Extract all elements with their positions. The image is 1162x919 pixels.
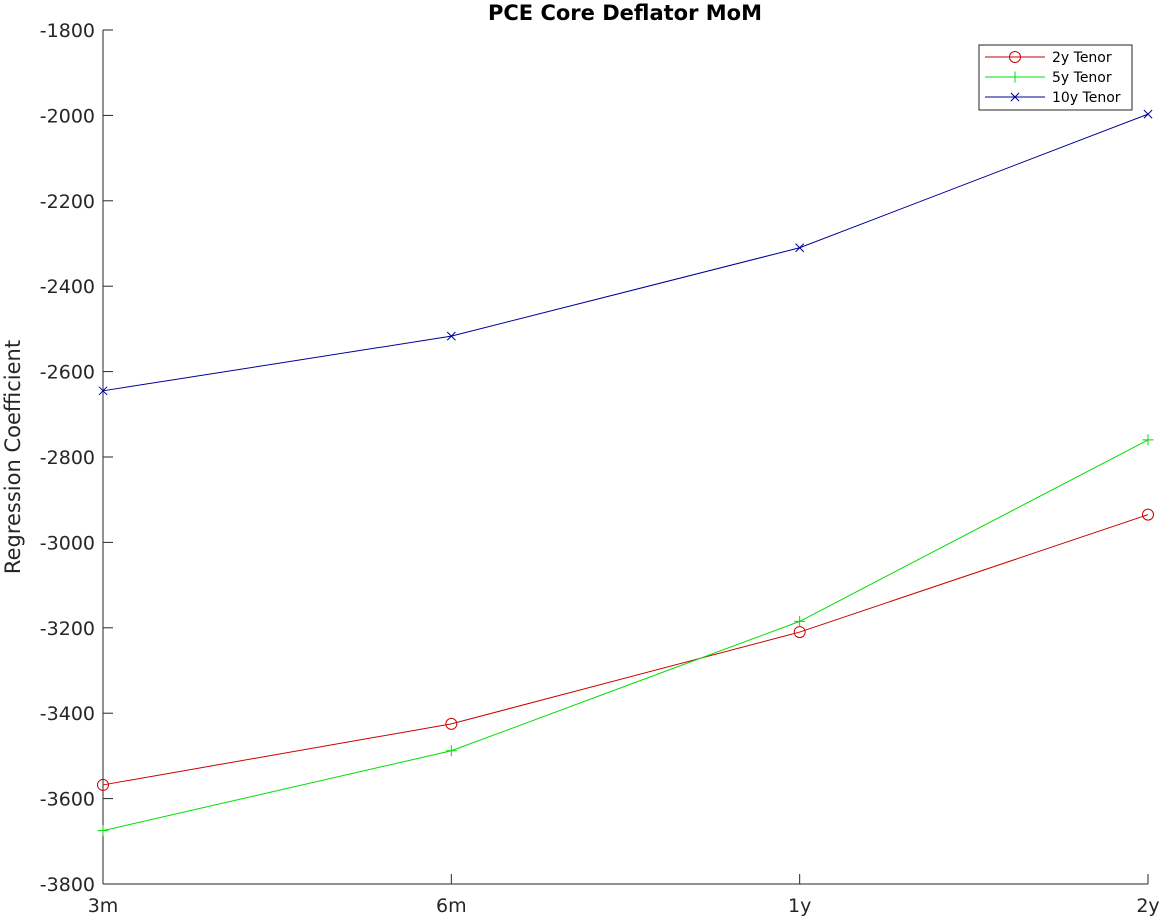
data-point <box>794 615 806 627</box>
y-tick-label: -3000 <box>40 532 95 554</box>
data-point <box>1142 434 1154 446</box>
legend-label: 2y Tenor <box>1052 50 1112 66</box>
y-tick-label: -1800 <box>40 20 95 42</box>
plot-area <box>97 109 1154 837</box>
y-tick-label: -2200 <box>40 191 95 213</box>
y-tick-label: -2000 <box>40 105 95 127</box>
series-line <box>102 113 1149 392</box>
series-1 <box>97 508 1154 791</box>
y-tick-label: -3800 <box>40 874 95 896</box>
axes: -3800 -3600 -3400 -3200 -3000 -2800 -2600 -2400… <box>40 20 1160 917</box>
data-point <box>445 745 457 757</box>
series-2 <box>97 434 1154 837</box>
legend: 2y Tenor 5y Tenor 10y Tenor <box>978 44 1133 111</box>
data-point <box>98 386 108 396</box>
data-point <box>795 243 805 253</box>
series-3 <box>98 109 1153 396</box>
legend-label: 10y Tenor <box>1052 90 1121 106</box>
y-axis-label: Regression Coefficient <box>1 340 25 574</box>
x-tick-label: 1y <box>788 895 811 917</box>
data-point <box>445 717 458 730</box>
series-line <box>102 439 1149 832</box>
y-tick-label: -3200 <box>40 618 95 640</box>
x-tick-label: 3m <box>88 895 119 917</box>
y-tick-label: -2800 <box>40 447 95 469</box>
legend-marker <box>1009 51 1021 63</box>
legend-marker <box>1010 92 1020 102</box>
legend-marker <box>1009 71 1021 83</box>
y-tick-label: -2400 <box>40 276 95 298</box>
series-line <box>102 514 1149 786</box>
chart-title: PCE Core Deflator MoM <box>488 1 762 25</box>
legend-label: 5y Tenor <box>1052 70 1112 86</box>
x-tick-label: 2y <box>1136 895 1159 917</box>
data-point <box>1143 109 1153 119</box>
x-tick-label: 6m <box>436 895 467 917</box>
data-point <box>97 825 109 837</box>
y-tick-label: -3400 <box>40 703 95 725</box>
y-tick-label: -2600 <box>40 362 95 384</box>
data-point <box>446 331 456 341</box>
y-tick-label: -3600 <box>40 789 95 811</box>
data-point <box>1142 508 1154 521</box>
data-point <box>97 778 109 791</box>
